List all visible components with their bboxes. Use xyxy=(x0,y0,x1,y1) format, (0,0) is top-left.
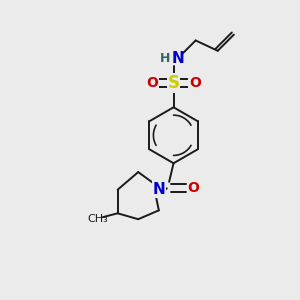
Text: N: N xyxy=(172,51,184,66)
Text: S: S xyxy=(168,74,180,92)
Text: O: O xyxy=(146,76,158,90)
Text: N: N xyxy=(152,182,165,197)
Text: H: H xyxy=(160,52,170,65)
Text: CH₃: CH₃ xyxy=(87,214,108,224)
Text: O: O xyxy=(187,181,199,195)
Text: O: O xyxy=(189,76,201,90)
